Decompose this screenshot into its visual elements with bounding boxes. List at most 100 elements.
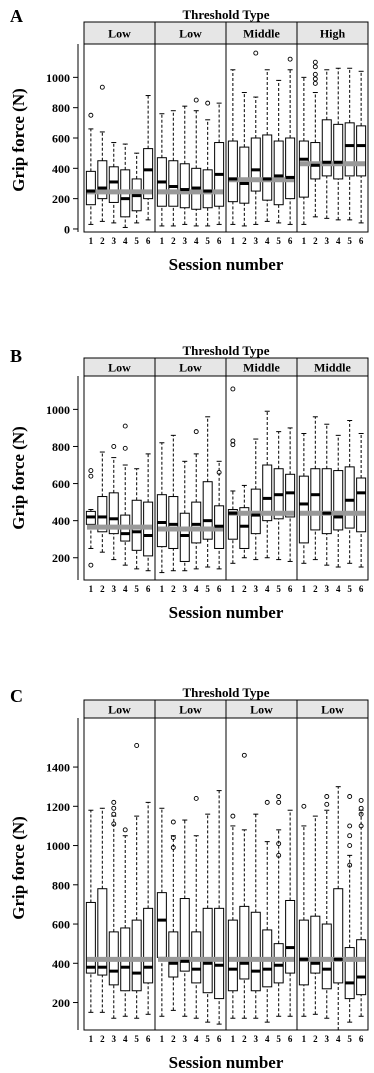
box-iqr <box>85 901 96 974</box>
box-iqr <box>310 142 321 180</box>
box-iqr <box>262 464 273 522</box>
box-plot <box>143 453 154 572</box>
session-tick-label: 2 <box>171 236 176 246</box>
box-plot <box>168 110 179 227</box>
box-plot <box>179 460 190 572</box>
outlier-point <box>111 811 117 817</box>
box-plot <box>97 84 108 222</box>
box-iqr <box>227 919 238 992</box>
box-iqr <box>168 931 179 978</box>
y-tick-label: 400 <box>52 514 70 528</box>
facet-3: Middle 1 2 3 4 5 6 <box>225 357 298 594</box>
y-axis-label: Grip force (N) <box>9 816 28 920</box>
box-plot <box>85 809 96 1013</box>
outlier-point <box>193 429 199 435</box>
box-plot <box>344 420 355 564</box>
box-iqr <box>191 501 202 544</box>
box-plot <box>239 752 250 1019</box>
session-tick-label: 3 <box>183 236 188 246</box>
session-tick-label: 4 <box>194 1034 199 1044</box>
box-plot <box>356 432 367 568</box>
session-tick-label: 6 <box>288 236 293 246</box>
box-plot <box>262 410 273 559</box>
session-tick-label: 5 <box>134 1034 139 1044</box>
box-plot <box>191 97 202 227</box>
session-tick-label: 3 <box>254 584 259 594</box>
box-plot <box>356 797 367 1017</box>
box-plot <box>168 819 179 1011</box>
facet-1: Low 1 2 3 4 5 6 <box>83 699 156 1044</box>
outlier-point <box>99 84 105 90</box>
facet-plot-area <box>296 717 369 1031</box>
outlier-point <box>111 821 117 827</box>
session-tick-label: 5 <box>134 584 139 594</box>
session-tick-label: 4 <box>123 1034 128 1044</box>
facet-3: Middle 1 2 3 4 5 6 <box>225 21 298 246</box>
session-tick-label: 4 <box>123 584 128 594</box>
box-iqr <box>85 170 96 206</box>
y-tick-label: 1400 <box>46 761 70 775</box>
session-tick-label: 1 <box>160 1034 165 1044</box>
session-tick-label: 5 <box>276 236 281 246</box>
outlier-point <box>111 805 117 811</box>
session-tick-label: 5 <box>205 236 210 246</box>
session-tick-label: 1 <box>160 236 165 246</box>
box-iqr <box>239 146 250 204</box>
box-plot <box>179 105 190 225</box>
box-iqr <box>168 496 179 549</box>
y-tick-label: 800 <box>52 101 70 115</box>
box-iqr <box>202 907 213 994</box>
facet-plot-area <box>296 375 369 581</box>
box-iqr <box>97 888 108 976</box>
facet-2: Low 1 2 3 4 5 6 <box>154 357 227 594</box>
box-iqr <box>333 888 344 984</box>
box-plot <box>298 432 309 564</box>
session-tick-label: 5 <box>134 236 139 246</box>
outlier-point <box>312 59 318 65</box>
session-tick-label: 1 <box>231 584 236 594</box>
box-plot <box>321 69 332 219</box>
box-plot <box>262 69 273 222</box>
box-iqr <box>156 892 167 958</box>
y-tick-label: 1200 <box>46 800 70 814</box>
box-iqr <box>168 160 179 207</box>
facet-strip-label: Low <box>108 361 131 375</box>
outlier-point <box>312 71 318 77</box>
box-plot <box>321 423 332 566</box>
outlier-point <box>170 845 176 850</box>
facet-strip-label: Low <box>179 703 202 717</box>
outlier-point <box>276 841 282 847</box>
box-iqr <box>344 466 355 529</box>
y-tick-label: 600 <box>52 918 70 932</box>
panel-label: B <box>10 346 22 366</box>
outlier-point <box>205 100 211 106</box>
session-tick-label: 2 <box>171 584 176 594</box>
outlier-point <box>122 827 128 833</box>
box-iqr <box>179 898 190 972</box>
session-tick-label: 2 <box>100 584 105 594</box>
session-tick-label: 5 <box>276 584 281 594</box>
box-iqr <box>202 481 213 540</box>
session-tick-label: 3 <box>254 1034 259 1044</box>
y-tick-label: 1000 <box>46 71 70 85</box>
box-plot <box>202 813 213 1023</box>
outlier-point <box>347 823 353 829</box>
box-plot <box>191 796 202 1019</box>
box-iqr <box>298 919 309 986</box>
box-plot <box>227 69 238 225</box>
box-plot <box>202 100 213 227</box>
box-plot <box>273 794 284 1017</box>
box-plot <box>179 819 190 1017</box>
box-plot <box>168 434 179 572</box>
box-iqr <box>285 137 296 200</box>
box-plot <box>85 112 96 225</box>
y-tick-label: 0 <box>64 222 70 236</box>
y-axis-label: Grip force (N) <box>9 426 28 530</box>
facet-title: Threshold Type <box>182 7 269 22</box>
box-iqr <box>310 915 321 974</box>
outlier-point <box>193 796 199 801</box>
facet-1: Low 1 2 3 4 5 6 <box>83 21 156 246</box>
session-tick-label: 2 <box>100 1034 105 1044</box>
